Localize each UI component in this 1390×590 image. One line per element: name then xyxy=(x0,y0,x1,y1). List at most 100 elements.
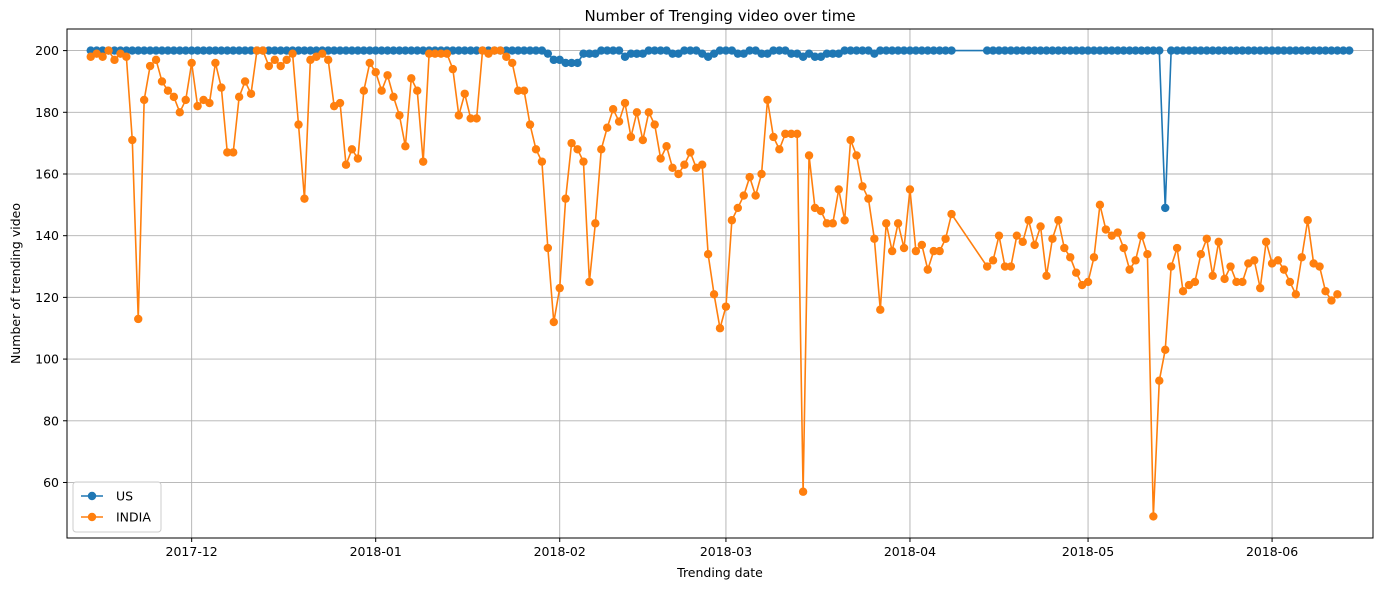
data-point-india xyxy=(1155,376,1164,385)
data-point-us xyxy=(549,55,558,65)
data-point-us xyxy=(519,46,529,55)
data-point-us xyxy=(1083,46,1093,55)
data-point-us xyxy=(377,46,386,55)
data-point-india xyxy=(424,49,434,58)
data-point-us xyxy=(1208,46,1217,55)
data-point-india xyxy=(769,132,778,142)
data-point-us xyxy=(632,49,642,58)
data-point-india xyxy=(1214,237,1223,247)
data-point-india xyxy=(994,231,1004,240)
data-point-us xyxy=(846,46,855,55)
y-tick-label: 80 xyxy=(43,413,59,428)
data-point-india xyxy=(395,111,404,120)
data-point-india xyxy=(882,219,891,228)
data-point-us xyxy=(1244,46,1253,55)
legend: US INDIA xyxy=(72,481,162,533)
data-point-india xyxy=(893,219,903,228)
data-point-india xyxy=(549,317,558,327)
data-point-india xyxy=(1220,274,1229,284)
data-point-us xyxy=(466,46,475,55)
data-point-india xyxy=(193,101,202,111)
data-point-india xyxy=(246,89,256,98)
data-point-us xyxy=(502,46,511,55)
data-point-us xyxy=(745,46,754,55)
data-point-us xyxy=(929,46,938,55)
data-point-india xyxy=(276,61,285,71)
data-point-us xyxy=(561,58,570,68)
data-point-us xyxy=(721,46,731,55)
data-point-india xyxy=(519,86,529,95)
data-point-india xyxy=(1131,256,1140,265)
data-point-us xyxy=(1143,46,1152,55)
data-point-india xyxy=(324,55,333,65)
data-point-india xyxy=(347,145,357,154)
data-point-us xyxy=(1042,46,1051,55)
data-point-us xyxy=(1291,46,1301,55)
data-point-us xyxy=(347,46,357,55)
data-point-india xyxy=(757,169,766,179)
data-point-india xyxy=(151,55,161,65)
plot-frame xyxy=(66,28,1374,539)
data-point-india xyxy=(656,154,665,163)
data-point-india xyxy=(638,135,648,145)
data-point-india xyxy=(840,216,849,225)
data-point-india xyxy=(288,49,297,58)
data-point-india xyxy=(822,219,832,228)
data-point-india xyxy=(282,55,291,65)
data-point-india xyxy=(1178,287,1188,296)
data-point-india xyxy=(614,117,624,126)
data-point-india xyxy=(502,52,511,61)
data-point-india xyxy=(787,129,796,139)
data-point-india xyxy=(1303,216,1312,225)
data-point-us xyxy=(876,46,885,55)
data-point-india xyxy=(852,151,861,160)
data-point-india xyxy=(816,206,826,216)
data-point-us xyxy=(151,46,161,55)
data-point-us xyxy=(1012,46,1022,55)
data-point-us xyxy=(1054,46,1063,55)
data-point-india xyxy=(258,46,268,55)
data-point-india xyxy=(1321,287,1330,296)
legend-india-label: INDIA xyxy=(116,510,151,525)
data-point-us xyxy=(1166,46,1176,55)
data-point-us xyxy=(335,46,345,55)
data-point-india xyxy=(798,487,808,496)
tick-layer: 2017-12 2018-01 2018-02 2018-03 2018-04 2018-… xyxy=(35,43,1298,559)
data-point-india xyxy=(727,216,737,225)
data-point-us xyxy=(597,46,606,55)
data-point-india xyxy=(585,277,594,287)
data-point-india xyxy=(721,302,731,311)
data-point-us xyxy=(1071,46,1081,55)
data-point-india xyxy=(644,108,653,117)
data-point-us xyxy=(982,46,992,55)
data-point-india xyxy=(804,151,814,160)
data-point-india xyxy=(1315,262,1324,271)
data-point-india xyxy=(407,74,416,83)
data-point-india xyxy=(1000,262,1010,271)
data-point-us xyxy=(947,46,956,55)
data-point-india xyxy=(531,145,541,154)
series-india xyxy=(86,46,1342,521)
data-point-us xyxy=(733,49,743,58)
data-point-india xyxy=(697,160,707,169)
data-point-us xyxy=(882,46,891,55)
data-point-india xyxy=(1161,345,1170,355)
data-point-us xyxy=(585,49,594,58)
data-point-us xyxy=(145,46,155,55)
data-point-us xyxy=(1297,46,1306,55)
data-point-india xyxy=(163,86,173,95)
data-point-us xyxy=(1303,46,1312,55)
data-point-india xyxy=(353,154,363,163)
data-point-india xyxy=(573,145,582,154)
data-point-india xyxy=(567,138,576,148)
data-point-india xyxy=(828,219,837,228)
y-tick-label: 60 xyxy=(43,475,59,490)
data-point-us xyxy=(229,46,238,55)
data-point-us xyxy=(994,46,1004,55)
data-point-india xyxy=(1297,253,1306,262)
data-point-india xyxy=(1119,243,1128,253)
data-point-us xyxy=(383,46,392,55)
data-point-us xyxy=(472,46,481,55)
data-point-india xyxy=(318,49,327,58)
data-point-india xyxy=(1238,277,1247,287)
